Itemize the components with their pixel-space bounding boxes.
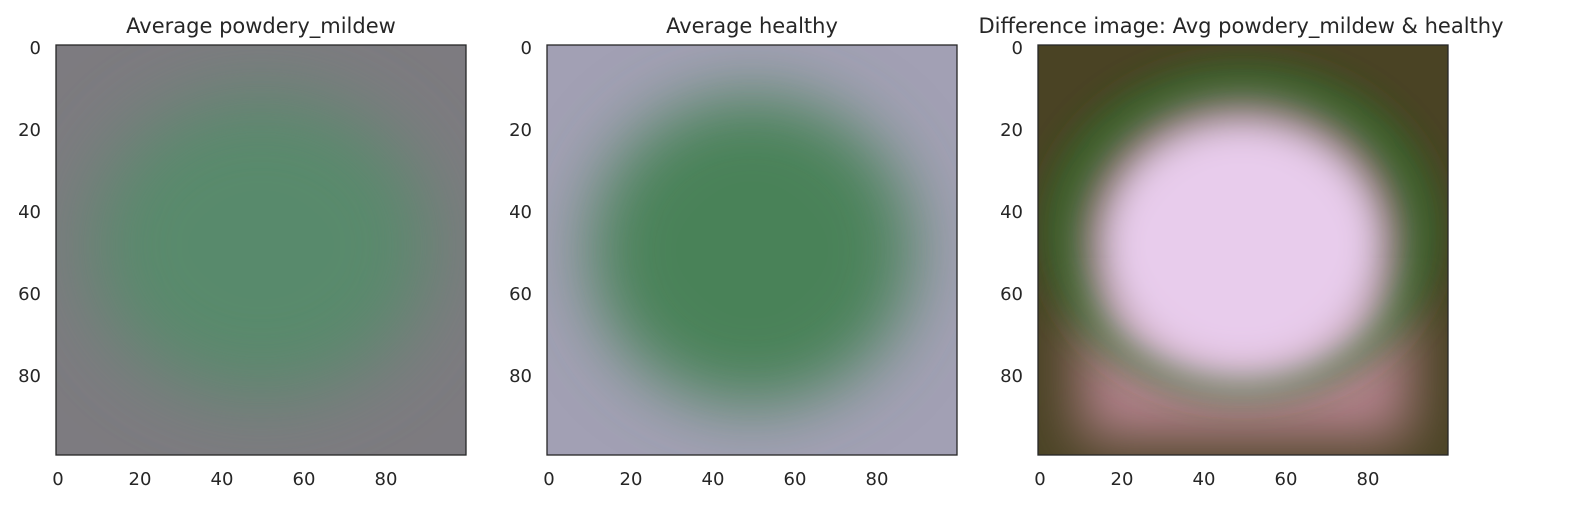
difference-image [1038,45,1448,455]
y-tick-label: 60 [1000,284,1023,305]
y-tick-label: 80 [509,366,532,387]
x-tick-label: 60 [1275,469,1298,490]
y-tick-labels: 0 20 40 60 80 [1000,38,1023,387]
x-tick-label: 20 [129,469,152,490]
y-tick-label: 20 [1000,120,1023,141]
leaf-blob [590,95,914,405]
green-ring [1049,69,1435,395]
panel-title: Average powdery_mildew [126,14,396,39]
x-tick-labels: 0 20 40 60 80 [1034,469,1379,490]
leaf-blob [91,95,431,395]
panel-title: Difference image: Avg powdery_mildew & h… [978,14,1503,39]
average-image [56,45,466,455]
y-tick-label: 60 [18,284,41,305]
x-tick-label: 0 [1034,469,1045,490]
x-tick-label: 20 [620,469,643,490]
panel-difference-image: Difference image: Avg powdery_mildew & h… [978,14,1503,490]
y-tick-labels: 0 20 40 60 80 [509,38,532,387]
average-image [547,45,957,455]
x-tick-label: 40 [211,469,234,490]
y-tick-label: 0 [521,38,532,59]
y-tick-label: 20 [18,120,41,141]
x-tick-labels: 0 20 40 60 80 [543,469,888,490]
x-tick-label: 80 [375,469,398,490]
x-tick-label: 80 [1357,469,1380,490]
x-tick-label: 60 [784,469,807,490]
x-tick-label: 40 [702,469,725,490]
y-tick-label: 20 [509,120,532,141]
x-tick-label: 80 [866,469,889,490]
axes-frame [546,44,958,456]
y-tick-label: 60 [509,284,532,305]
y-tick-label: 80 [1000,366,1023,387]
y-tick-label: 80 [18,366,41,387]
y-tick-label: 40 [18,202,41,223]
bright-center [1092,110,1392,380]
x-tick-label: 60 [293,469,316,490]
x-tick-label: 0 [52,469,63,490]
axes-frame [55,44,467,456]
x-tick-label: 20 [1111,469,1134,490]
y-tick-labels: 0 20 40 60 80 [18,38,41,387]
panel-average-powdery-mildew: Average powdery_mildew 0 20 40 60 80 0 2… [18,14,467,490]
x-tick-labels: 0 20 40 60 80 [52,469,397,490]
x-tick-label: 40 [1193,469,1216,490]
axes-frame [1037,44,1449,456]
y-tick-label: 40 [1000,202,1023,223]
x-tick-label: 0 [543,469,554,490]
y-tick-label: 0 [30,38,41,59]
y-tick-label: 40 [509,202,532,223]
panel-average-healthy: Average healthy 0 20 40 60 80 0 20 40 60… [509,14,958,490]
y-tick-label: 0 [1012,38,1023,59]
panel-title: Average healthy [666,14,838,38]
